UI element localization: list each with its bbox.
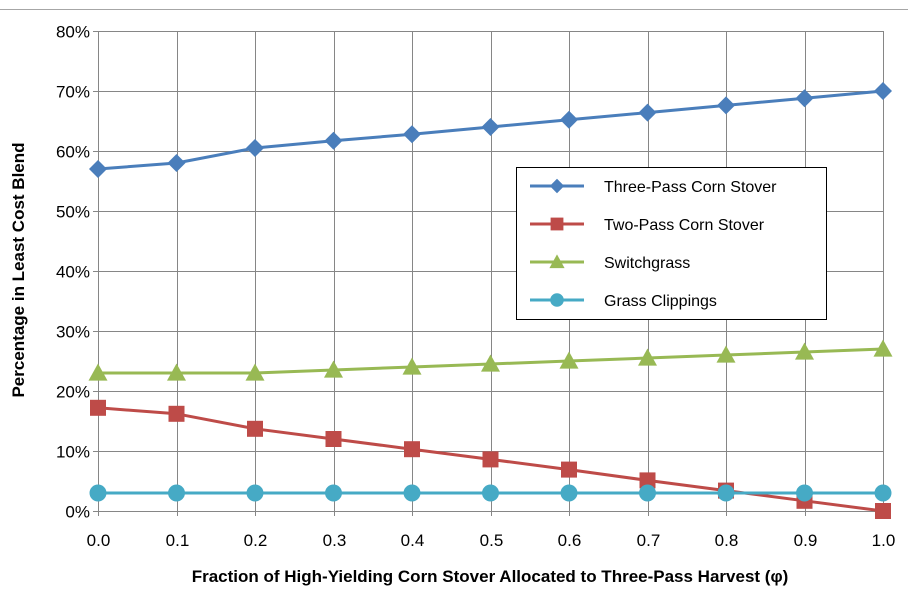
y-tick-label: 50% — [56, 203, 90, 222]
data-point-three-pass-corn-stover — [89, 160, 107, 178]
x-tick-label: 0.0 — [87, 531, 111, 550]
legend-label-three-pass-corn-stover: Three-Pass Corn Stover — [604, 179, 777, 196]
data-point-switchgrass — [402, 357, 422, 375]
data-point-grass-clippings — [168, 484, 185, 502]
legend-label-two-pass-corn-stover: Two-Pass Corn Stover — [604, 217, 765, 234]
data-point-two-pass-corn-stover — [404, 441, 420, 458]
y-tick-label: 30% — [56, 323, 90, 342]
y-tick-label: 60% — [56, 143, 90, 162]
series-switchgrass — [88, 339, 893, 381]
x-tick-label: 0.6 — [558, 531, 582, 550]
y-tick-label: 0% — [65, 503, 90, 522]
x-tick-label: 0.8 — [715, 531, 739, 550]
data-point-three-pass-corn-stover — [560, 110, 578, 129]
data-point-grass-clippings — [482, 484, 499, 502]
series-layer — [88, 82, 893, 519]
data-point-two-pass-corn-stover — [482, 451, 499, 468]
data-point-switchgrass — [559, 351, 579, 369]
data-point-two-pass-corn-stover — [875, 503, 891, 519]
data-point-grass-clippings — [403, 484, 421, 502]
data-point-grass-clippings — [560, 484, 578, 502]
data-point-three-pass-corn-stover — [638, 103, 657, 122]
data-point-switchgrass — [638, 348, 657, 366]
legend-marker-grass-clippings — [550, 293, 564, 307]
legend-label-grass-clippings: Grass Clippings — [604, 293, 717, 310]
x-tick-label: 0.3 — [323, 531, 347, 550]
data-point-two-pass-corn-stover — [325, 431, 342, 447]
data-point-two-pass-corn-stover — [561, 461, 577, 478]
x-tick-label: 0.9 — [794, 531, 818, 550]
data-point-grass-clippings — [796, 484, 813, 502]
legend-marker-two-pass-corn-stover — [550, 217, 564, 231]
legend-marker-three-pass-corn-stover — [549, 178, 565, 194]
y-tick-label: 10% — [56, 443, 90, 462]
legend-label-switchgrass: Switchgrass — [604, 255, 690, 272]
data-point-switchgrass — [245, 363, 265, 381]
data-point-switchgrass — [716, 345, 736, 363]
series-three-pass-corn-stover — [89, 82, 892, 178]
data-point-two-pass-corn-stover — [168, 405, 185, 422]
legend-marker-switchgrass — [549, 254, 565, 269]
data-point-three-pass-corn-stover — [717, 96, 735, 115]
data-point-three-pass-corn-stover — [795, 89, 814, 108]
y-tick-label: 20% — [56, 383, 90, 402]
data-point-three-pass-corn-stover — [481, 118, 500, 136]
data-point-three-pass-corn-stover — [324, 131, 343, 150]
x-tick-label: 0.1 — [166, 531, 190, 550]
x-tick-label: 0.5 — [480, 531, 504, 550]
data-point-switchgrass — [481, 354, 500, 372]
y-tick-label: 70% — [56, 83, 90, 102]
data-point-grass-clippings — [89, 484, 107, 502]
data-point-switchgrass — [88, 363, 108, 381]
data-point-two-pass-corn-stover — [639, 472, 656, 489]
data-point-grass-clippings — [717, 484, 735, 502]
x-tick-label: 0.2 — [244, 531, 268, 550]
data-point-switchgrass — [795, 342, 814, 360]
data-point-three-pass-corn-stover — [167, 154, 186, 172]
data-point-switchgrass — [873, 339, 893, 357]
axes: 0% 10% 20% 30% 40% 50% 60% 70% 80% 0.0 0.1 0.2 0.3 0.… — [56, 23, 895, 551]
data-point-switchgrass — [167, 363, 186, 381]
x-tick-label: 0.4 — [401, 531, 425, 550]
data-point-three-pass-corn-stover — [874, 82, 892, 100]
data-point-grass-clippings — [246, 484, 264, 502]
legend-box — [516, 167, 827, 320]
data-point-three-pass-corn-stover — [403, 125, 421, 144]
legend: Three-Pass Corn Stover Two-Pass Corn Stov… — [516, 167, 827, 320]
data-point-three-pass-corn-stover — [246, 139, 264, 157]
data-point-grass-clippings — [874, 484, 892, 502]
y-tick-label: 80% — [56, 23, 90, 42]
data-point-grass-clippings — [639, 484, 656, 502]
x-axis-title: Fraction of High-Yielding Corn Stover Al… — [192, 567, 789, 586]
data-point-two-pass-corn-stover — [90, 399, 106, 416]
data-point-switchgrass — [324, 360, 343, 378]
data-point-grass-clippings — [325, 484, 342, 502]
series-grass-clippings — [89, 484, 892, 502]
x-tick-label: 1.0 — [872, 531, 896, 550]
x-tick-label: 0.7 — [637, 531, 661, 550]
y-tick-label: 40% — [56, 263, 90, 282]
data-point-two-pass-corn-stover — [247, 420, 263, 437]
y-axis-title: Percentage in Least Cost Blend — [9, 142, 28, 397]
